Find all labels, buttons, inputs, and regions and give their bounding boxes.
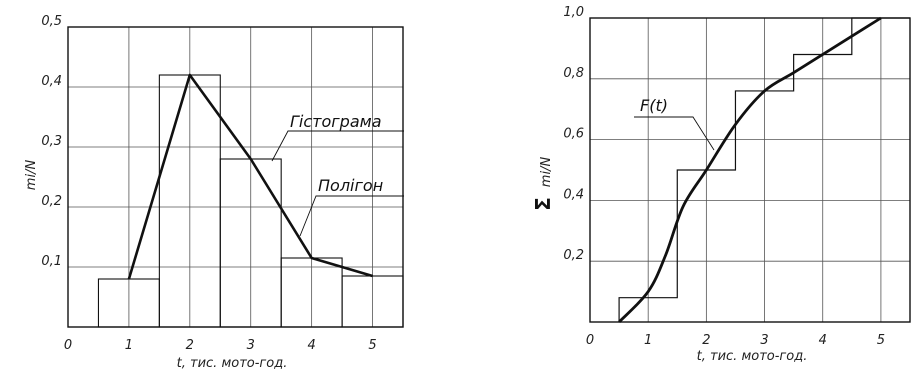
right-x-tick-label: 3 — [760, 333, 768, 348]
right-x-tick-label: 5 — [877, 333, 885, 348]
right-y-axis-label-group: Σ mi/N — [531, 157, 555, 211]
right-grid — [590, 18, 910, 322]
cumulative-step-group — [618, 17, 910, 322]
right-x-axis-label: t, тис. мото-год. — [697, 349, 808, 364]
right-x-tick-label: 4 — [819, 333, 827, 348]
left-x-ticks: 0 1 2 3 4 5 — [64, 338, 377, 353]
right-y-tick-label: 1,0 — [563, 5, 584, 20]
right-y-axis-label: mi/N — [539, 157, 554, 188]
left-x-tick-label: 0 — [64, 338, 72, 353]
left-y-tick-label: 0,4 — [41, 74, 62, 89]
left-y-tick-label: 0,5 — [41, 14, 62, 29]
polygon-line-group — [127, 73, 373, 280]
left-y-tick-label: 0,1 — [41, 254, 62, 269]
cdf-curve — [618, 16, 882, 323]
polygon-line — [127, 73, 373, 280]
right-y-tick-label: 0,2 — [563, 248, 584, 263]
histogram-leader-line — [271, 130, 404, 162]
left-plot-frame — [67, 26, 404, 328]
left-x-tick-label: 3 — [247, 338, 255, 353]
right-y-ticks: 0,2 0,4 0,6 0,8 1,0 — [563, 5, 584, 263]
right-y-tick-label: 0,8 — [563, 66, 584, 81]
polygon-annotation: Полігон — [318, 176, 383, 195]
cdf-leader-line — [634, 116, 715, 151]
right-y-tick-label: 0,4 — [563, 187, 584, 202]
right-x-ticks: 0 1 2 3 4 5 — [586, 333, 885, 348]
histogram-chart: 0 1 2 3 4 5 0,1 0,2 0,3 0,4 0,5 t, тис. мото-год.… — [24, 14, 404, 371]
histogram-annotation: Гістограма — [290, 112, 382, 131]
left-x-tick-label: 2 — [186, 338, 194, 353]
cdf-curve-group — [618, 16, 882, 323]
left-y-ticks: 0,1 0,2 0,3 0,4 0,5 — [41, 14, 62, 269]
right-y-tick-label: 0,6 — [563, 127, 584, 142]
left-x-tick-label: 5 — [368, 338, 376, 353]
left-y-tick-label: 0,3 — [41, 134, 62, 149]
cumulative-step-line — [618, 17, 910, 322]
left-y-axis-label: mi/N — [24, 160, 39, 191]
left-x-tick-label: 4 — [307, 338, 315, 353]
right-x-tick-label: 0 — [586, 333, 594, 348]
left-x-tick-label: 1 — [125, 338, 133, 353]
cdf-annotation: F(t) — [640, 96, 668, 115]
right-x-tick-label: 2 — [702, 333, 710, 348]
cumulative-chart: 0 1 2 3 4 5 0,2 0,4 0,6 0,8 1,0 t, тис. мото-год.… — [531, 5, 911, 364]
left-x-axis-label: t, тис. мото-год. — [177, 356, 288, 371]
sum-symbol: Σ — [531, 197, 555, 211]
polygon-leader-line — [299, 195, 404, 237]
right-x-tick-label: 1 — [644, 333, 652, 348]
left-y-tick-label: 0,2 — [41, 194, 62, 209]
right-plot-frame — [589, 17, 911, 323]
